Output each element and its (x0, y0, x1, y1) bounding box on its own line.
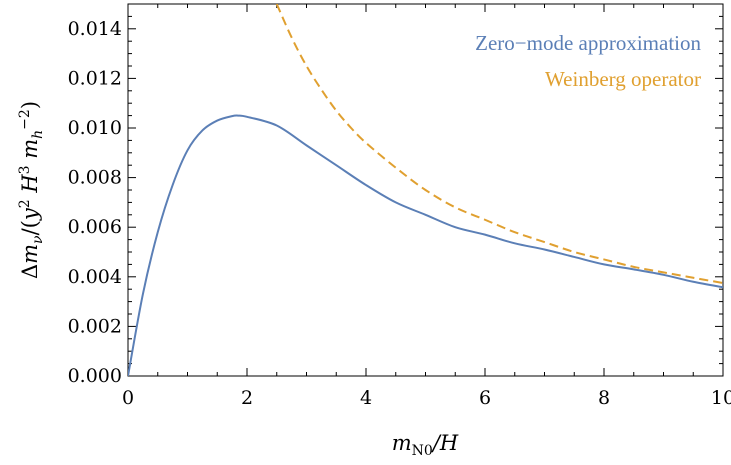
zero-mode-line (128, 114, 723, 376)
series-layer (128, 4, 723, 376)
y-tick-label: 0.010 (68, 117, 122, 139)
y-tick-label: 0.014 (68, 18, 122, 40)
x-tick-label: 6 (479, 387, 491, 409)
legend-entry-0: Zero−mode approximation (475, 31, 701, 55)
x-tick-label: 8 (598, 387, 610, 409)
x-tick-label: 4 (360, 387, 372, 409)
y-tick-label: 0.006 (68, 216, 122, 238)
y-tick-label: 0.000 (68, 365, 122, 387)
y-tick-label: 0.012 (68, 67, 122, 89)
axis-ticks: 0 2 4 6 8 10 0.000 0.002 0.004 0.006 0.008 0.010 0.0… (68, 4, 731, 409)
x-tick-label: 10 (711, 387, 731, 409)
y-tick-label: 0.004 (68, 266, 122, 288)
weinberg-operator-line (275, 4, 723, 284)
legend-entry-1: Weinberg operator (545, 67, 701, 91)
y-axis-title: Δmν/(y2 H3 mh−2) (17, 101, 46, 279)
y-tick-label: 0.008 (68, 167, 122, 189)
x-tick-label: 0 (122, 387, 134, 409)
legend: Zero−mode approximation Weinberg operator (475, 31, 701, 91)
y-tick-label: 0.002 (68, 315, 122, 337)
x-tick-label: 2 (241, 387, 253, 409)
x-axis-title: mN0/H (392, 431, 459, 459)
